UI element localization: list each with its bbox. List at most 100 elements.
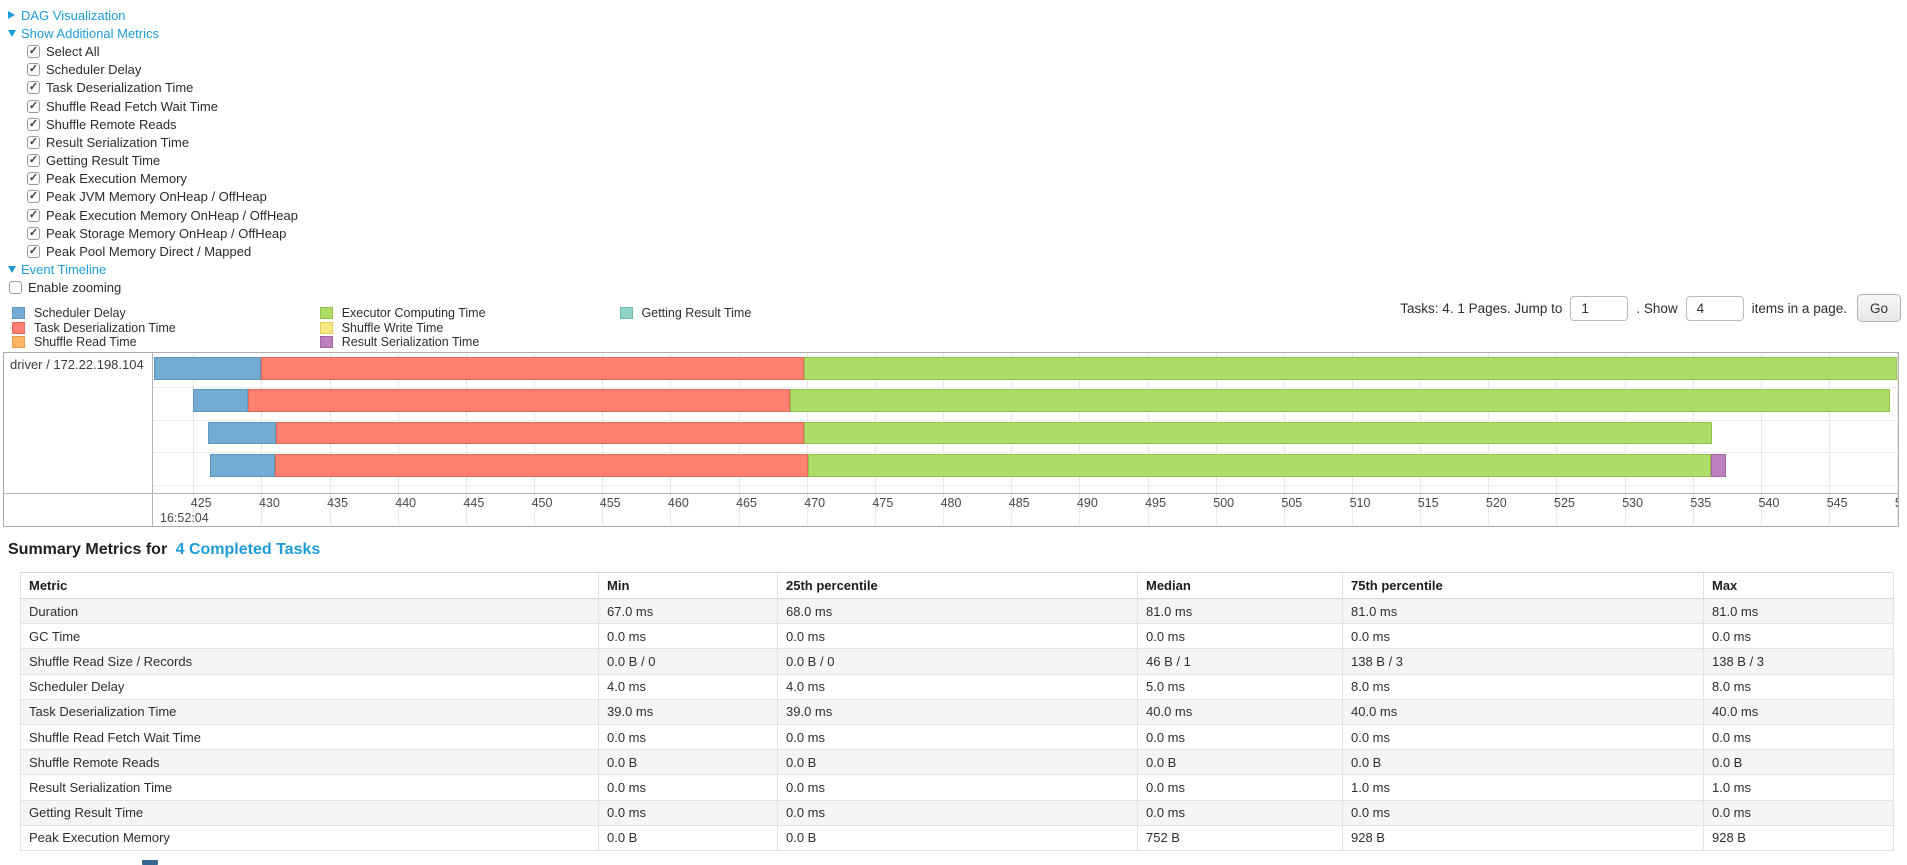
legend-item-getting-result-time: Getting Result Time	[619, 306, 752, 321]
checkbox-checked-icon[interactable]	[27, 81, 40, 95]
checkbox-checked-icon[interactable]	[27, 63, 40, 77]
dag-visualization-label: DAG Visualization	[21, 7, 126, 23]
metric-checkbox-label: Peak Pool Memory Direct / Mapped	[46, 244, 252, 260]
summary-cell: 0.0 B / 0	[598, 648, 778, 675]
task-3-segment-task-deserialization-time[interactable]	[276, 421, 804, 444]
summary-row-shuffle-read-size-records: Shuffle Read Size / Records 0.0 B / 0 0.0 …	[20, 648, 1894, 675]
summary-cell: 0.0 ms	[598, 623, 778, 650]
summary-cell: 928 B	[1703, 824, 1894, 851]
pagination-summary-text: Tasks: 4. 1 Pages. Jump to	[1400, 300, 1563, 316]
metric-checkbox-shuffle-read-fetch-wait-time[interactable]: Shuffle Read Fetch Wait Time	[8, 97, 298, 115]
axis-tick-label: 510	[1349, 496, 1371, 510]
checkbox-icon[interactable]	[9, 281, 22, 295]
task-3-segment-scheduler-delay[interactable]	[208, 421, 277, 444]
dag-visualization-toggle[interactable]: DAG Visualization	[8, 6, 298, 24]
checkbox-checked-icon[interactable]	[27, 135, 40, 149]
event-timeline-toggle[interactable]: Event Timeline	[8, 261, 298, 279]
task-1-segment-executor-computing-time[interactable]	[803, 357, 1898, 380]
summary-row-gc-time: GC Time 0.0 ms 0.0 ms 0.0 ms 0.0 ms 0.0 ms	[20, 623, 1894, 650]
checkbox-checked-icon[interactable]	[27, 245, 40, 259]
task-4-segment-task-deserialization-time[interactable]	[275, 454, 809, 477]
task-4-segment-result-serialization-time[interactable]	[1710, 454, 1726, 477]
go-button[interactable]: Go	[1856, 294, 1901, 322]
items-per-page-input[interactable]	[1685, 295, 1744, 321]
task-2-segment-scheduler-delay[interactable]	[193, 389, 248, 412]
axis-tick-label: 445	[463, 496, 485, 510]
metric-checkbox-scheduler-delay[interactable]: Scheduler Delay	[8, 61, 298, 79]
metric-checkbox-label: Getting Result Time	[46, 153, 161, 169]
metric-checkbox-getting-result-time[interactable]: Getting Result Time	[8, 152, 298, 170]
legend-swatch-icon	[319, 321, 333, 334]
axis-tick-label: 505	[1281, 496, 1303, 510]
legend-label: Shuffle Write Time	[341, 320, 444, 335]
metric-checkbox-label: Peak Execution Memory OnHeap / OffHeap	[46, 207, 298, 223]
task-2-segment-task-deserialization-time[interactable]	[247, 389, 791, 412]
legend-swatch-icon	[12, 307, 25, 320]
metric-checkbox-peak-execution-memory[interactable]: Peak Execution Memory	[8, 170, 298, 188]
checkbox-checked-icon[interactable]	[27, 99, 40, 113]
summary-header-row: Metric Min 25th percentile Median 75th perce…	[20, 572, 1894, 599]
checkbox-checked-icon[interactable]	[27, 226, 40, 240]
task-1-segment-scheduler-delay[interactable]	[153, 357, 262, 380]
task-pagination: Tasks: 4. 1 Pages. Jump to . Show items …	[1400, 294, 1901, 322]
jump-to-page-input[interactable]	[1570, 295, 1629, 321]
metric-checkbox-label: Shuffle Remote Reads	[46, 116, 177, 132]
summary-cell: Task Deserialization Time	[20, 698, 599, 725]
axis-gridline	[1829, 353, 1831, 525]
metric-checkbox-shuffle-remote-reads[interactable]: Shuffle Remote Reads	[8, 115, 298, 133]
summary-cell: 0.0 B	[598, 824, 778, 851]
metric-checkbox-label: Result Serialization Time	[46, 134, 190, 150]
task-4-segment-executor-computing-time[interactable]	[808, 454, 1711, 477]
summary-cell: Shuffle Read Size / Records	[20, 648, 599, 675]
axis-tick-label: 535	[1690, 496, 1712, 510]
show-additional-metrics-toggle[interactable]: Show Additional Metrics	[8, 24, 298, 42]
metric-checkbox-peak-pool-memory-direct-mapped[interactable]: Peak Pool Memory Direct / Mapped	[8, 242, 298, 260]
legend-item-scheduler-delay: Scheduler Delay	[12, 306, 176, 321]
summary-cell: 40.0 ms	[1703, 698, 1894, 725]
summary-cell: 0.0 B / 0	[777, 648, 1138, 675]
checkbox-checked-icon[interactable]	[27, 190, 40, 204]
summary-cell: 8.0 ms	[1703, 673, 1894, 700]
axis-major-time-label: 16:52:04	[160, 511, 209, 525]
summary-cell: Duration	[20, 597, 599, 625]
checkbox-checked-icon[interactable]	[27, 117, 40, 131]
metric-checkbox-result-serialization-time[interactable]: Result Serialization Time	[8, 133, 298, 151]
legend-label: Executor Computing Time	[341, 306, 486, 321]
legend-label: Getting Result Time	[641, 306, 752, 321]
summary-cell: GC Time	[20, 623, 599, 650]
metric-checkbox-peak-storage-memory-onheap-offheap[interactable]: Peak Storage Memory OnHeap / OffHeap	[8, 224, 298, 242]
summary-cell: 0.0 B	[598, 749, 778, 776]
summary-column-header-median: Median	[1137, 572, 1343, 599]
collapsed-arrow-icon	[8, 11, 15, 20]
legend-column: Getting Result Time	[619, 306, 752, 350]
axis-tick-label: 435	[327, 496, 348, 510]
task-1-segment-task-deserialization-time[interactable]	[261, 357, 804, 380]
metric-checkbox-peak-execution-memory-onheap-offheap[interactable]: Peak Execution Memory OnHeap / OffHeap	[8, 206, 298, 224]
task-2-segment-executor-computing-time[interactable]	[790, 389, 1891, 412]
axis-tick-label: 525	[1554, 496, 1575, 510]
metric-checkbox-peak-jvm-memory-onheap-offheap[interactable]: Peak JVM Memory OnHeap / OffHeap	[8, 188, 298, 206]
summary-cell: 46 B / 1	[1137, 648, 1343, 675]
axis-tick-label: 550	[1895, 496, 1898, 510]
metric-checkbox-label: Peak Execution Memory	[46, 171, 187, 187]
event-timeline-chart: driver / 172.22.198.104 16:52:04 425 430 4…	[3, 352, 1899, 527]
summary-cell: 0.0 ms	[1342, 623, 1704, 650]
checkbox-checked-icon[interactable]	[27, 172, 40, 186]
checkbox-checked-icon[interactable]	[27, 44, 40, 58]
checkbox-checked-icon[interactable]	[27, 154, 40, 168]
legend-item-shuffle-read-time: Shuffle Read Time	[12, 335, 176, 350]
enable-zooming-checkbox[interactable]: Enable zooming	[8, 279, 298, 297]
summary-cell: 1.0 ms	[1703, 774, 1894, 801]
axis-gridline	[1760, 353, 1762, 525]
summary-cell: 0.0 B	[1137, 749, 1343, 776]
task-3-segment-executor-computing-time[interactable]	[803, 421, 1712, 444]
executor-group-label: driver / 172.22.198.104	[10, 357, 144, 372]
checkbox-checked-icon[interactable]	[27, 208, 40, 222]
metric-checkbox-select-all[interactable]: Select All	[8, 42, 298, 60]
metric-checkbox-task-deserialization-time[interactable]: Task Deserialization Time	[8, 79, 298, 97]
summary-column-header-75th-percentile: 75th percentile	[1342, 572, 1704, 599]
task-4-segment-scheduler-delay[interactable]	[209, 454, 275, 477]
metric-checkbox-label: Peak Storage Memory OnHeap / OffHeap	[46, 225, 287, 241]
stage-controls: DAG Visualization Show Additional Metric…	[8, 6, 298, 297]
pagination-show-text: . Show	[1636, 300, 1678, 316]
